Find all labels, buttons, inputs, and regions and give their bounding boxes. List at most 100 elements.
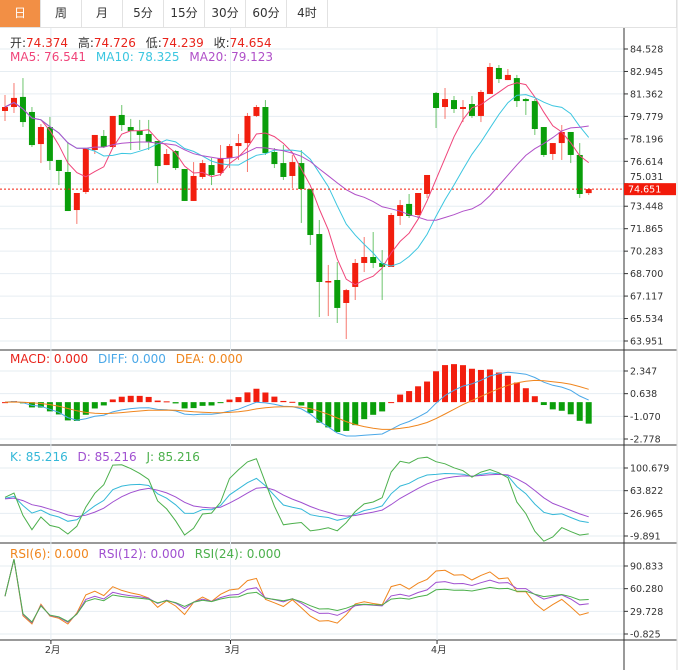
macd-bar	[46, 402, 53, 412]
rsi-tick-label: 90.833	[630, 562, 663, 573]
macd-bar	[298, 402, 305, 406]
ma10-line	[4, 94, 590, 267]
macd-bar	[289, 401, 296, 403]
candle-down	[46, 127, 53, 161]
macd-tick-label: -2.778	[630, 435, 661, 446]
kdj-legend: K: 85.216 D: 85.216 J: 85.216	[10, 450, 206, 464]
macd-bar	[442, 365, 449, 403]
candle-up	[397, 205, 404, 216]
tab-5[interactable]: 30分	[205, 0, 246, 27]
low-label: 低:	[145, 36, 162, 50]
candle-up	[190, 175, 197, 201]
price-tick-label: 76.614	[630, 157, 663, 168]
candle-up	[504, 74, 511, 81]
macd-bar	[307, 402, 314, 414]
macd-bar	[468, 368, 475, 403]
candle-down	[64, 172, 71, 212]
candle-down	[379, 262, 386, 267]
rsi-tick-label: -0.825	[630, 630, 661, 641]
rsi12-line	[4, 559, 589, 624]
candle-down	[271, 151, 278, 165]
k-line	[4, 472, 589, 523]
tab-2[interactable]: 月	[82, 0, 123, 27]
tab-0[interactable]: 日	[0, 0, 41, 27]
macd-bar	[244, 392, 251, 403]
close-label: 收:	[213, 36, 230, 50]
price-tick-label: 63.951	[630, 337, 663, 348]
price-tick-label: 67.117	[630, 292, 663, 303]
candle-up	[558, 131, 565, 144]
tab-4[interactable]: 15分	[164, 0, 205, 27]
diff-line	[4, 371, 589, 437]
current-price-label: 74.651	[628, 185, 661, 196]
j-value: J: 85.216	[146, 450, 200, 464]
dea-line	[4, 379, 589, 430]
candle-down	[370, 257, 377, 263]
kdj-tick-label: 63.822	[630, 486, 663, 497]
candle-down	[136, 130, 143, 135]
candle-down	[513, 78, 520, 102]
candle-up	[424, 174, 431, 194]
macd-bar	[37, 402, 44, 408]
macd-bar	[2, 402, 8, 404]
candle-down	[406, 203, 413, 216]
tab-3[interactable]: 5分	[123, 0, 164, 27]
macd-bar	[253, 388, 260, 403]
ma10-value: MA10: 78.325	[95, 50, 180, 64]
candle-down	[451, 100, 457, 109]
macd-bar	[576, 402, 583, 421]
candle-up	[585, 189, 592, 194]
candle-down	[55, 159, 62, 172]
price-tick-label: 84.528	[630, 45, 663, 56]
candle-up	[442, 99, 449, 108]
macd-bar	[64, 402, 71, 421]
macd-bar	[100, 402, 107, 406]
macd-bar	[459, 365, 466, 403]
dea-value: DEA: 0.000	[175, 352, 243, 366]
candle-up	[486, 66, 493, 94]
candle-down	[280, 163, 287, 177]
tab-6[interactable]: 60分	[246, 0, 287, 27]
macd-bar	[397, 394, 404, 403]
macd-bar	[208, 402, 215, 406]
candle-up	[343, 290, 350, 303]
macd-bar	[379, 402, 386, 412]
open-label: 开:	[10, 36, 27, 50]
date-label: 2月	[45, 645, 61, 656]
candle-down	[127, 127, 134, 131]
ma5-line	[4, 82, 590, 286]
price-tick-label: 70.283	[630, 247, 663, 258]
macd-bar	[343, 402, 350, 431]
tab-1[interactable]: 周	[41, 0, 82, 27]
candle-down	[531, 101, 538, 130]
ohlc-legend: 开:74.374 高:74.726 低:74.239 收:74.654	[10, 34, 278, 51]
rsi-legend: RSI(6): 0.000 RSI(12): 0.000 RSI(24): 0.…	[10, 547, 287, 561]
tab-7[interactable]: 4时	[287, 0, 328, 27]
macd-tick-label: -1.070	[630, 412, 661, 423]
candle-up	[91, 134, 98, 151]
candle-down	[316, 234, 323, 282]
candle-up	[244, 115, 251, 144]
macd-bar	[388, 402, 395, 404]
candle-down	[468, 104, 475, 116]
macd-bar	[415, 386, 422, 403]
macd-bar	[280, 400, 287, 403]
candle-up	[477, 91, 484, 116]
candle-up	[253, 107, 260, 116]
k-value: K: 85.216	[10, 450, 68, 464]
candle-up	[361, 257, 368, 263]
rsi24-value: RSI(24): 0.000	[194, 547, 282, 561]
macd-bar	[217, 402, 224, 404]
macd-bar	[226, 399, 233, 403]
price-tick-label: 73.448	[630, 202, 663, 213]
candle-down	[334, 279, 341, 308]
high-label: 高:	[77, 36, 94, 50]
macd-bar	[513, 382, 520, 403]
macd-bar	[585, 402, 592, 424]
candle-down	[522, 99, 529, 102]
macd-bar	[558, 402, 565, 411]
candle-down	[154, 141, 161, 167]
candle-up	[163, 153, 170, 166]
candle-down	[307, 189, 314, 236]
